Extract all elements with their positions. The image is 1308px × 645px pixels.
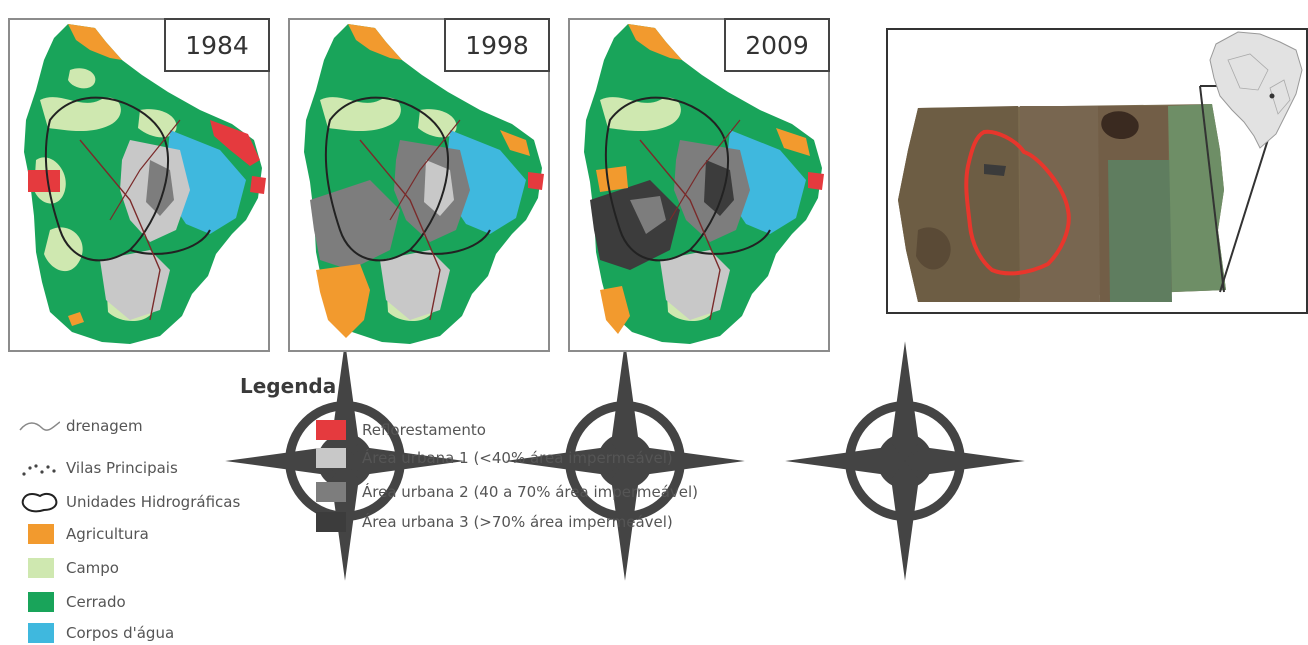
legend-item-cerrado: Cerrado <box>18 590 126 614</box>
agriculture-southwest-2009 <box>600 286 630 334</box>
north-arrow-compass-icon <box>216 296 465 581</box>
legend-label: Agricultura <box>66 525 149 543</box>
agricultura-swatch <box>28 524 54 544</box>
legend-label: drenagem <box>66 417 143 435</box>
campo-swatch <box>28 558 54 578</box>
land-use-map-2009 <box>584 24 824 344</box>
legend-label: Vilas Principais <box>66 459 178 477</box>
water-body-2009 <box>726 130 806 234</box>
satellite-location-map <box>898 31 1303 302</box>
legend-item-corpos-dagua: Corpos d'água <box>18 621 174 645</box>
legend-item-campo: Campo <box>18 556 119 580</box>
map-panel-2009: 2009 <box>568 18 1025 581</box>
study-area-outline <box>964 129 1071 276</box>
legend-label: Área urbana 1 (<40% área impermeável) <box>362 449 673 467</box>
cerrado-swatch <box>28 592 54 612</box>
legend-item-unidades-hidrograficas: Unidades Hidrográficas <box>18 490 240 514</box>
area-urbana-1-swatch <box>316 448 346 468</box>
legend-label: Área urbana 3 (>70% área impermeável) <box>362 513 673 531</box>
drainage-line-icon <box>18 414 60 438</box>
legend-label: Cerrado <box>66 593 126 611</box>
map-panel-1984: 1984 <box>8 18 465 581</box>
legend-label: Campo <box>66 559 119 577</box>
legend-item-area-urbana-3: Área urbana 3 (>70% área impermeável) <box>314 510 673 534</box>
legend-item-area-urbana-1: Área urbana 1 (<40% área impermeável) <box>314 446 673 470</box>
watershed-boundary-1984 <box>44 96 169 262</box>
year-label-2009: 2009 <box>724 18 830 72</box>
drainage-line-1984 <box>79 139 161 321</box>
legend-label: Reflorestamento <box>362 421 486 439</box>
map-panel-1998: 1998 <box>288 18 745 581</box>
legend-item-vilas-principais: Vilas Principais <box>18 456 178 480</box>
land-use-map-1998 <box>304 24 544 344</box>
north-arrow-compass-icon <box>776 296 1025 581</box>
north-arrow-compass-icon <box>496 296 745 581</box>
legend-item-area-urbana-2: Área urbana 2 (40 a 70% área impermeável… <box>314 480 698 504</box>
area-urbana-3-swatch <box>316 512 346 532</box>
legend-item-drenagem: drenagem <box>18 414 143 438</box>
year-label-1984: 1984 <box>164 18 270 72</box>
corpos-dagua-swatch <box>28 623 54 643</box>
watershed-outline-icon <box>18 490 60 514</box>
study-area-locator-point <box>1269 93 1275 99</box>
year-label-1998: 1998 <box>444 18 550 72</box>
agriculture-southwest-1998 <box>316 264 370 338</box>
village-dots-icon <box>18 456 60 480</box>
location-inset-panel <box>886 28 1308 314</box>
land-use-map-1984 <box>24 24 266 344</box>
legend-label: Corpos d'água <box>66 624 175 642</box>
legend-label: Área urbana 2 (40 a 70% área impermeável… <box>362 483 699 501</box>
agriculture-north-1984 <box>68 24 122 60</box>
water-body-1998 <box>446 130 526 234</box>
legend-item-agricultura: Agricultura <box>18 522 149 546</box>
water-body-1984 <box>166 130 246 234</box>
legend-label: Unidades Hidrográficas <box>66 493 241 511</box>
area-urbana-2-swatch <box>316 482 346 502</box>
legend-title: Legenda <box>240 374 337 398</box>
reflorestamento-swatch <box>316 420 346 440</box>
legend-item-reflorestamento: Reflorestamento <box>314 418 486 442</box>
reforestation-east-1984 <box>210 120 260 166</box>
